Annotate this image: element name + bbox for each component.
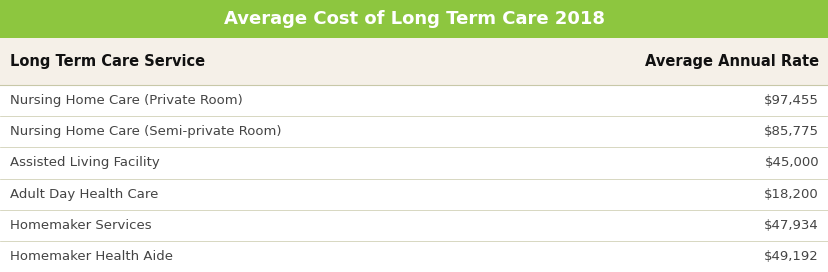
Text: Average Cost of Long Term Care 2018: Average Cost of Long Term Care 2018 [224, 10, 604, 28]
Text: Assisted Living Facility: Assisted Living Facility [10, 156, 160, 169]
Text: Homemaker Health Aide: Homemaker Health Aide [10, 250, 173, 263]
Text: Adult Day Health Care: Adult Day Health Care [10, 188, 158, 200]
Bar [0, 210, 828, 241]
Text: $49,192: $49,192 [763, 250, 818, 263]
Text: $85,775: $85,775 [763, 125, 818, 138]
Bar [0, 0, 828, 38]
Bar [0, 85, 828, 116]
Text: $47,934: $47,934 [763, 219, 818, 232]
Text: $97,455: $97,455 [763, 94, 818, 107]
Bar [0, 116, 828, 147]
Text: $18,200: $18,200 [763, 188, 818, 200]
Text: Long Term Care Service: Long Term Care Service [10, 54, 205, 69]
Text: Average Annual Rate: Average Annual Rate [644, 54, 818, 69]
Text: Homemaker Services: Homemaker Services [10, 219, 152, 232]
Bar [0, 147, 828, 178]
Text: Nursing Home Care (Private Room): Nursing Home Care (Private Room) [10, 94, 243, 107]
Text: Nursing Home Care (Semi-private Room): Nursing Home Care (Semi-private Room) [10, 125, 282, 138]
Bar [0, 178, 828, 210]
Bar [0, 241, 828, 272]
Bar [0, 38, 828, 85]
Text: $45,000: $45,000 [763, 156, 818, 169]
